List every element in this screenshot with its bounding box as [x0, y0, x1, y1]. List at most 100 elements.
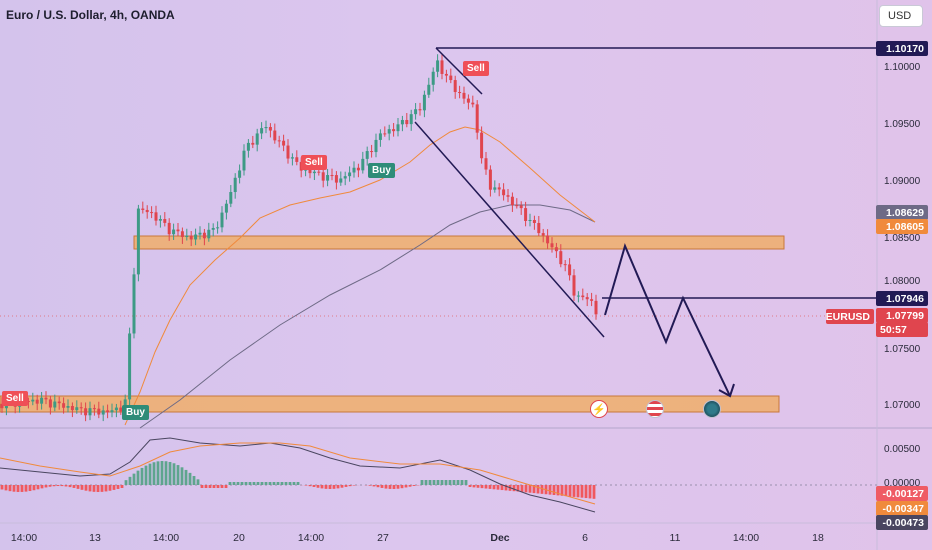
- macd-tag: -0.00347: [876, 501, 928, 516]
- time-label: 18: [812, 532, 824, 544]
- us-flag-event-icon[interactable]: [646, 400, 664, 418]
- macd-bar: [560, 485, 564, 496]
- macd-bar: [52, 485, 56, 487]
- candle-body: [422, 94, 426, 111]
- candle-body: [57, 401, 61, 404]
- time-label: 11: [669, 532, 681, 544]
- candle-body: [400, 119, 404, 125]
- candle-body: [312, 171, 316, 174]
- candle-body: [211, 227, 215, 230]
- macd-bar: [564, 485, 568, 497]
- buy-signal[interactable]: Buy: [368, 163, 395, 178]
- symbol-title: Euro / U.S. Dollar, 4h, OANDA: [6, 8, 175, 22]
- macd-axis-label: 0.00500: [884, 444, 921, 455]
- price-label: 1.09000: [884, 176, 921, 187]
- macd-bar: [572, 485, 576, 497]
- macd-bar: [36, 485, 40, 490]
- macd-tag: -0.00127: [876, 486, 928, 501]
- macd-bar: [408, 485, 412, 487]
- candle-body: [532, 219, 536, 224]
- candle-body: [370, 151, 374, 153]
- macd-bar: [244, 482, 248, 485]
- macd-bar: [468, 485, 472, 487]
- macd-bar: [316, 485, 320, 488]
- macd-bar: [352, 485, 356, 486]
- projection-arrowhead: [718, 383, 735, 398]
- candle-body: [590, 299, 594, 301]
- candle-body: [163, 219, 167, 223]
- macd-bar: [424, 480, 428, 485]
- candle-body: [202, 232, 206, 239]
- macd-bar: [524, 485, 528, 493]
- candle-body: [409, 114, 413, 125]
- candle-body: [66, 406, 70, 408]
- macd-bar: [584, 485, 588, 499]
- macd-bar: [288, 482, 292, 485]
- candle-body: [290, 157, 294, 159]
- candle-body: [378, 133, 382, 140]
- macd-bar: [128, 476, 132, 485]
- projection-path[interactable]: [604, 243, 731, 397]
- sell-signal[interactable]: Sell: [301, 155, 327, 170]
- candle-body: [35, 399, 39, 404]
- macd-bar: [28, 485, 32, 492]
- macd-histogram: [0, 461, 596, 499]
- macd-bar: [592, 485, 596, 499]
- candle-body: [502, 189, 506, 196]
- sell-signal[interactable]: Sell: [2, 391, 28, 406]
- candle-body: [260, 128, 264, 134]
- macd-bar: [348, 485, 352, 487]
- candle-body: [233, 177, 237, 193]
- macd-bar: [152, 462, 156, 485]
- macd-bar: [72, 485, 76, 488]
- candle-body: [229, 192, 233, 204]
- candle-body: [251, 142, 255, 145]
- macd-bar: [472, 485, 476, 488]
- macd-bar: [200, 485, 204, 488]
- sell-signal[interactable]: Sell: [463, 61, 489, 76]
- price-tag-mid-line: 1.07946: [876, 291, 928, 306]
- candle-body: [172, 229, 176, 235]
- macd-bar: [60, 485, 64, 487]
- macd-bar: [164, 461, 168, 485]
- candle-body: [414, 109, 418, 115]
- macd-bar: [328, 485, 332, 489]
- descending-trendline[interactable]: [414, 121, 605, 338]
- flash-event-icon[interactable]: ⚡: [590, 400, 608, 418]
- macd-bar: [344, 485, 348, 487]
- candle-body: [515, 205, 519, 207]
- candle-body: [348, 172, 352, 177]
- candle-body: [339, 178, 343, 183]
- candle-body: [264, 127, 268, 129]
- macd-bar: [400, 485, 404, 489]
- macd-bar: [272, 482, 276, 485]
- candle-body: [497, 187, 501, 190]
- buy-signal[interactable]: Buy: [122, 405, 149, 420]
- ma-orange-line: [124, 126, 596, 426]
- macd-bar: [444, 480, 448, 485]
- support-zone[interactable]: [0, 395, 780, 413]
- macd-bar: [236, 482, 240, 485]
- resistance-zone[interactable]: [133, 235, 785, 250]
- macd-bar: [84, 485, 88, 491]
- candle-body: [466, 98, 470, 103]
- candle-body: [330, 175, 334, 177]
- macd-bar: [388, 485, 392, 489]
- macd-bar: [440, 480, 444, 485]
- currency-button[interactable]: USD: [879, 5, 923, 27]
- candle-body: [524, 208, 528, 221]
- macd-bar: [452, 480, 456, 485]
- macd-bar: [292, 482, 296, 485]
- current-price-tag: 1.07799: [876, 308, 928, 323]
- macd-bar: [232, 482, 236, 485]
- macd-bar: [540, 485, 544, 494]
- candle-body: [84, 408, 88, 416]
- candle-body: [141, 208, 145, 210]
- macd-bar: [464, 480, 468, 485]
- candle-body: [488, 169, 492, 190]
- short-trendline[interactable]: [435, 47, 483, 95]
- macd-bar: [552, 485, 556, 495]
- globe-event-icon[interactable]: [703, 400, 721, 418]
